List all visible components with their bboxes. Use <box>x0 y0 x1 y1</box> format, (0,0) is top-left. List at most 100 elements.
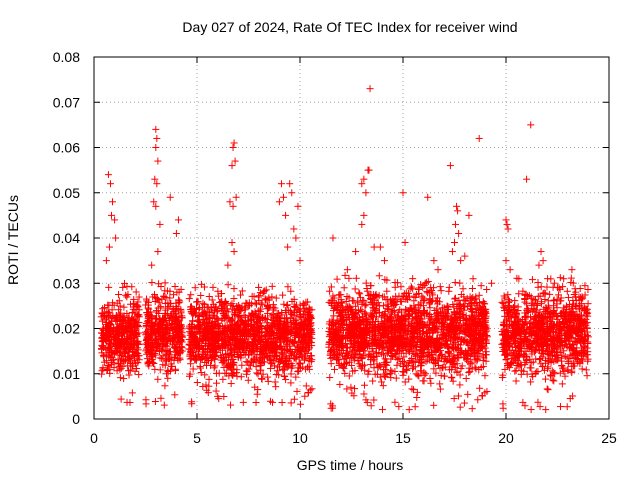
data-point <box>107 361 115 369</box>
data-point <box>279 291 287 299</box>
data-point <box>148 279 156 287</box>
data-point <box>544 275 552 283</box>
data-point <box>465 368 473 376</box>
data-point <box>287 399 295 407</box>
data-point <box>134 298 142 306</box>
data-point <box>230 285 238 293</box>
data-point <box>115 338 123 346</box>
data-point <box>244 376 252 384</box>
data-point <box>238 361 246 369</box>
data-point <box>119 283 127 291</box>
data-point <box>115 291 123 299</box>
data-point <box>189 317 197 325</box>
data-point <box>408 385 416 393</box>
data-point <box>460 399 468 407</box>
data-point <box>160 401 168 409</box>
data-point <box>456 403 464 411</box>
data-point <box>128 308 136 316</box>
chart-title: Day 027 of 2024, Rate Of TEC Index for r… <box>182 19 517 35</box>
data-point <box>123 328 131 336</box>
data-point <box>327 360 335 368</box>
data-point <box>448 374 456 382</box>
data-point <box>392 374 400 382</box>
data-point <box>445 283 453 291</box>
data-point <box>250 292 258 300</box>
data-point <box>546 290 554 298</box>
data-point <box>106 320 114 328</box>
data-point <box>343 385 351 393</box>
data-point <box>408 283 416 291</box>
data-point <box>412 293 420 301</box>
data-point <box>187 291 195 299</box>
data-point <box>393 361 401 369</box>
data-point <box>481 372 489 380</box>
data-point <box>116 374 124 382</box>
data-point <box>126 354 134 362</box>
data-point <box>512 377 520 385</box>
data-point <box>459 285 467 293</box>
data-point <box>239 398 247 406</box>
data-point <box>213 379 221 387</box>
data-point <box>100 312 108 320</box>
data-point <box>464 390 472 398</box>
data-point <box>105 344 113 352</box>
data-point <box>227 380 235 388</box>
data-point <box>123 282 131 290</box>
data-point <box>113 341 121 349</box>
data-point <box>264 377 272 385</box>
data-point <box>395 403 403 411</box>
data-point <box>98 341 106 349</box>
data-point <box>125 353 133 361</box>
data-point <box>378 406 386 414</box>
data-point <box>449 377 457 385</box>
data-point <box>110 333 118 341</box>
data-point <box>135 356 143 364</box>
data-point <box>468 405 476 413</box>
data-point <box>462 374 470 382</box>
data-point <box>199 299 207 307</box>
data-point <box>166 294 174 302</box>
data-point <box>436 385 444 393</box>
data-point <box>134 322 142 330</box>
data-point <box>116 349 124 357</box>
data-point <box>131 326 139 334</box>
data-point <box>436 380 444 388</box>
data-point <box>278 399 286 407</box>
data-point <box>132 316 140 324</box>
data-point <box>375 272 383 280</box>
data-point <box>131 356 139 364</box>
data-point <box>255 283 263 291</box>
data-point <box>134 312 142 320</box>
data-point <box>443 302 451 310</box>
data-point <box>271 378 279 386</box>
data-point <box>563 287 571 295</box>
data-point <box>400 358 408 366</box>
data-point <box>98 342 106 350</box>
data-point <box>563 403 571 411</box>
data-point <box>209 283 217 291</box>
data-point <box>258 375 266 383</box>
data-point <box>583 372 591 380</box>
data-point <box>556 274 564 282</box>
data-point <box>521 352 529 360</box>
data-point <box>456 279 464 287</box>
data-point <box>194 298 202 306</box>
data-point <box>301 392 309 400</box>
data-point <box>122 345 130 353</box>
data-point <box>199 383 207 391</box>
data-point <box>151 365 159 373</box>
data-point <box>107 317 115 325</box>
data-point <box>272 294 280 302</box>
data-point <box>100 358 108 366</box>
data-point <box>130 300 138 308</box>
data-point <box>185 295 193 303</box>
data-point <box>525 291 533 299</box>
data-point <box>128 389 136 397</box>
data-point <box>142 396 150 404</box>
data-point <box>584 300 592 308</box>
data-point <box>543 385 551 393</box>
data-point <box>238 287 246 295</box>
data-point <box>437 287 445 295</box>
data-point <box>132 331 140 339</box>
data-point <box>282 376 290 384</box>
